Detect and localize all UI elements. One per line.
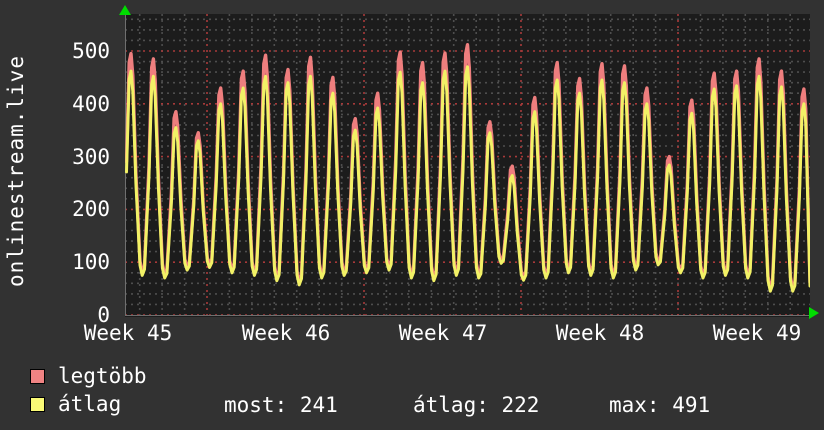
y-tick-label: 300 xyxy=(72,144,110,169)
x-tick-label: Week 48 xyxy=(555,321,645,345)
legend-label: legtöbb xyxy=(58,364,147,388)
series-line-átlag xyxy=(125,65,810,293)
y-tick-label: 400 xyxy=(72,91,110,116)
legend-swatch-icon xyxy=(30,396,45,412)
x-tick-label: Week 49 xyxy=(712,321,802,345)
y-tick-label: 500 xyxy=(72,39,110,63)
stat-value: max: 491 xyxy=(609,393,711,417)
y-tick-label: 0 xyxy=(97,303,110,327)
y-axis-arrow-icon xyxy=(119,5,131,15)
plot-area xyxy=(125,14,810,317)
y-tick-label: 200 xyxy=(72,197,110,222)
x-tick-label: Week 45 xyxy=(83,321,173,345)
legend: legtöbb átlag xyxy=(30,362,147,418)
y-tick-label: 100 xyxy=(72,250,110,275)
vertical-axis-title: onlinestream.live xyxy=(4,55,28,287)
stat-value: most: 241 xyxy=(224,393,338,417)
legend-label: átlag xyxy=(58,392,122,416)
x-axis-arrow-icon xyxy=(809,307,819,319)
x-tick-label: Week 47 xyxy=(398,321,488,345)
stat-value: átlag: 222 xyxy=(413,393,540,417)
x-tick-label: Week 46 xyxy=(241,321,331,345)
plot-svg xyxy=(125,14,810,316)
legend-row: legtöbb xyxy=(30,362,147,390)
legend-swatch-icon xyxy=(30,368,45,384)
legend-row: átlag xyxy=(30,390,147,418)
